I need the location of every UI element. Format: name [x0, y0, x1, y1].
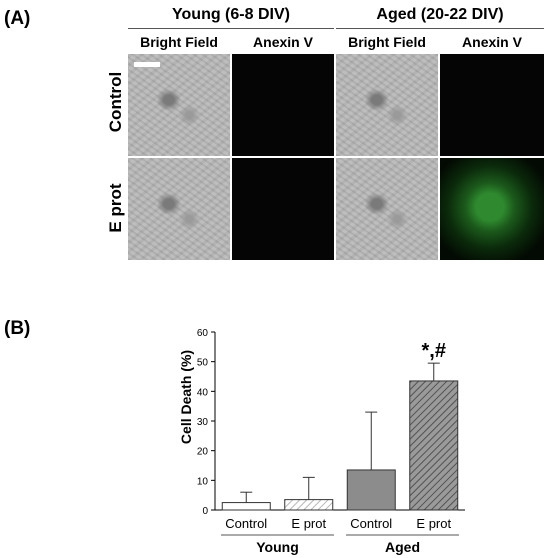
- group-label-0: Young: [256, 539, 299, 555]
- image-aged-eprot-anexin: [440, 158, 544, 260]
- y-tick-label: 0: [202, 506, 208, 517]
- image-aged-control-bright-field: [336, 54, 438, 156]
- col-header-young-anexin: Anexin V: [253, 34, 313, 50]
- col-header-aged-bright-field: Bright Field: [348, 34, 426, 50]
- y-tick-label: 10: [197, 476, 209, 487]
- bar-2: [346, 469, 396, 511]
- col-header-young-bright-field: Bright Field: [140, 34, 218, 50]
- x-tick-label-0: Control: [225, 516, 267, 531]
- y-tick-label: 50: [197, 358, 209, 369]
- scale-bar: [134, 62, 160, 67]
- significance-annotation: *,#: [422, 340, 446, 362]
- x-tick-label-2: Control: [350, 516, 392, 531]
- group-rule-young: [128, 28, 334, 29]
- group-label-1: Aged: [385, 539, 420, 555]
- y-axis-label: Cell Death (%): [178, 350, 194, 444]
- chart-axes: 0 10 20 30 40 50 60 Young Aged: [197, 328, 465, 555]
- y-tick-label: 30: [197, 417, 209, 428]
- image-young-control-bright-field: [128, 54, 230, 156]
- col-header-aged-anexin: Anexin V: [462, 34, 522, 50]
- bar-0: [221, 502, 271, 511]
- y-tick-label: 20: [197, 447, 209, 458]
- image-aged-eprot-bright-field: [336, 158, 438, 260]
- x-tick-label-3: E prot: [416, 516, 451, 531]
- image-young-eprot-anexin: [232, 158, 334, 260]
- bar-3: [409, 380, 459, 511]
- image-young-control-anexin: [232, 54, 334, 156]
- panel-b-label: (B): [4, 318, 31, 339]
- bar-1: [284, 499, 334, 511]
- y-tick-label: 40: [197, 387, 209, 398]
- group-rule-aged: [336, 28, 544, 29]
- y-tick-label: 60: [197, 328, 209, 339]
- image-young-eprot-bright-field: [128, 158, 230, 260]
- chart-bars: Control E prot Control E prot *,#: [221, 340, 459, 531]
- x-tick-label-1: E prot: [291, 516, 326, 531]
- group-title-young: Young (6-8 DIV): [172, 6, 290, 23]
- group-title-aged: Aged (20-22 DIV): [376, 6, 504, 23]
- panel-a-label: (A): [4, 8, 31, 29]
- image-aged-control-anexin: [440, 54, 544, 156]
